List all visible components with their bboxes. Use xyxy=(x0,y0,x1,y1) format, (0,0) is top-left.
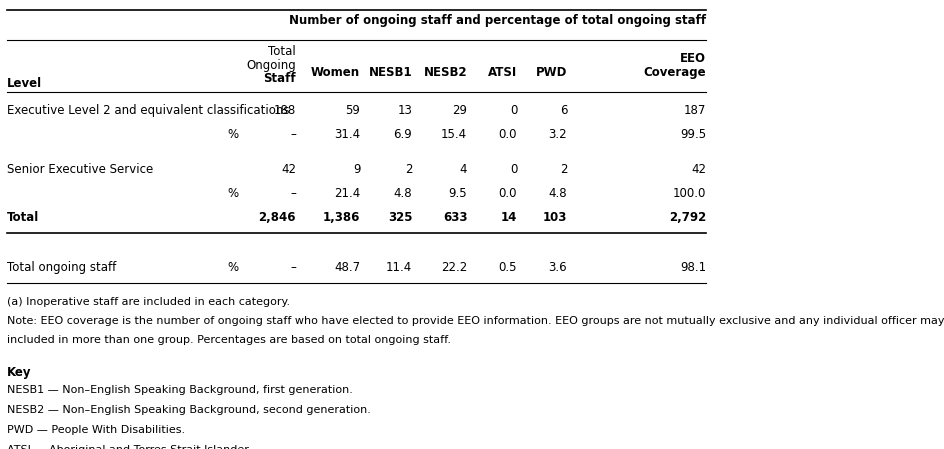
Text: EEO: EEO xyxy=(681,53,706,66)
Text: 15.4: 15.4 xyxy=(441,128,467,141)
Text: 325: 325 xyxy=(388,211,413,224)
Text: Staff: Staff xyxy=(263,72,296,85)
Text: 0.0: 0.0 xyxy=(498,187,517,200)
Text: 42: 42 xyxy=(691,163,706,176)
Text: NESB2 — Non–English Speaking Background, second generation.: NESB2 — Non–English Speaking Background,… xyxy=(8,405,371,415)
Text: NESB1 — Non–English Speaking Background, first generation.: NESB1 — Non–English Speaking Background,… xyxy=(8,385,353,396)
Text: 9: 9 xyxy=(353,163,361,176)
Text: 2,846: 2,846 xyxy=(259,211,296,224)
Text: 98.1: 98.1 xyxy=(680,260,706,273)
Text: 11.4: 11.4 xyxy=(386,260,413,273)
Text: 29: 29 xyxy=(452,104,467,117)
Text: 103: 103 xyxy=(543,211,567,224)
Text: 13: 13 xyxy=(397,104,413,117)
Text: Key: Key xyxy=(8,365,32,379)
Text: 3.2: 3.2 xyxy=(548,128,567,141)
Text: 59: 59 xyxy=(346,104,361,117)
Text: 42: 42 xyxy=(281,163,296,176)
Text: Senior Executive Service: Senior Executive Service xyxy=(8,163,153,176)
Text: Level: Level xyxy=(8,78,42,90)
Text: 633: 633 xyxy=(443,211,467,224)
Text: included in more than one group. Percentages are based on total ongoing staff.: included in more than one group. Percent… xyxy=(8,335,451,345)
Text: 2,792: 2,792 xyxy=(669,211,706,224)
Text: Women: Women xyxy=(312,66,361,79)
Text: Total: Total xyxy=(8,211,40,224)
Text: 99.5: 99.5 xyxy=(680,128,706,141)
Text: 100.0: 100.0 xyxy=(673,187,706,200)
Text: Total: Total xyxy=(268,45,296,58)
Text: 21.4: 21.4 xyxy=(334,187,361,200)
Text: 4.8: 4.8 xyxy=(548,187,567,200)
Text: Executive Level 2 and equivalent classifications: Executive Level 2 and equivalent classif… xyxy=(8,104,290,117)
Text: ATSI: ATSI xyxy=(488,66,517,79)
Text: %: % xyxy=(228,260,239,273)
Text: Number of ongoing staff and percentage of total ongoing staff: Number of ongoing staff and percentage o… xyxy=(289,14,706,27)
Text: Coverage: Coverage xyxy=(644,66,706,79)
Text: 22.2: 22.2 xyxy=(441,260,467,273)
Text: ATSI — Aboriginal and Torres Strait Islander.: ATSI — Aboriginal and Torres Strait Isla… xyxy=(8,445,252,449)
Text: PWD — People With Disabilities.: PWD — People With Disabilities. xyxy=(8,425,185,435)
Text: 1,386: 1,386 xyxy=(323,211,361,224)
Text: 188: 188 xyxy=(274,104,296,117)
Text: 31.4: 31.4 xyxy=(334,128,361,141)
Text: %: % xyxy=(228,187,239,200)
Text: –: – xyxy=(290,187,296,200)
Text: 3.6: 3.6 xyxy=(548,260,567,273)
Text: 48.7: 48.7 xyxy=(334,260,361,273)
Text: –: – xyxy=(290,260,296,273)
Text: –: – xyxy=(290,128,296,141)
Text: 4.8: 4.8 xyxy=(394,187,413,200)
Text: 0: 0 xyxy=(510,163,517,176)
Text: 0.5: 0.5 xyxy=(498,260,517,273)
Text: NESB1: NESB1 xyxy=(369,66,413,79)
Text: 14: 14 xyxy=(501,211,517,224)
Text: 2: 2 xyxy=(405,163,413,176)
Text: 187: 187 xyxy=(683,104,706,117)
Text: 9.5: 9.5 xyxy=(448,187,467,200)
Text: Note: EEO coverage is the number of ongoing staff who have elected to provide EE: Note: EEO coverage is the number of ongo… xyxy=(8,316,944,326)
Text: Ongoing: Ongoing xyxy=(246,58,296,71)
Text: 6: 6 xyxy=(560,104,567,117)
Text: NESB2: NESB2 xyxy=(424,66,467,79)
Text: 4: 4 xyxy=(460,163,467,176)
Text: PWD: PWD xyxy=(536,66,567,79)
Text: %: % xyxy=(228,128,239,141)
Text: 2: 2 xyxy=(560,163,567,176)
Text: 0.0: 0.0 xyxy=(498,128,517,141)
Text: Total ongoing staff: Total ongoing staff xyxy=(8,260,116,273)
Text: (a) Inoperative staff are included in each category.: (a) Inoperative staff are included in ea… xyxy=(8,297,290,307)
Text: 6.9: 6.9 xyxy=(394,128,413,141)
Text: 0: 0 xyxy=(510,104,517,117)
